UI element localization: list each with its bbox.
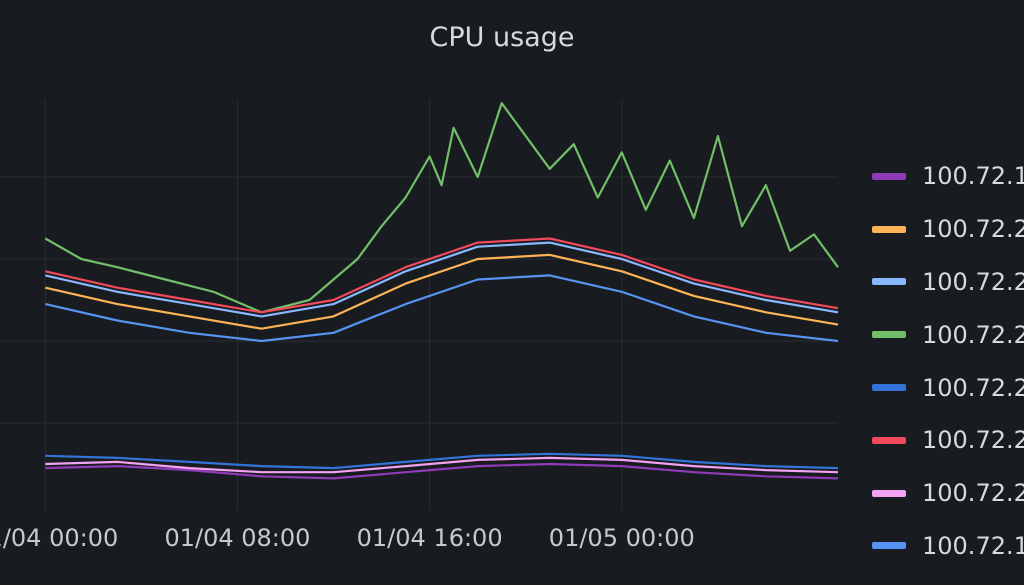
legend-swatch bbox=[872, 436, 906, 444]
series-line-4 bbox=[44, 102, 839, 314]
legend-label: 100.72.2 bbox=[922, 479, 1024, 508]
legend-label: 100.72.1 bbox=[922, 531, 1024, 560]
x-tick-label: 01/04 00:00 bbox=[0, 524, 118, 552]
x-axis-ticks: 01/04 00:00 01/04 08:00 01/04 16:00 01/05 0… bbox=[0, 524, 695, 552]
legend-label: 100.72.2 bbox=[922, 320, 1024, 349]
series-line-5 bbox=[45, 452, 839, 470]
series-line-2 bbox=[45, 253, 839, 330]
x-tick-label: 01/05 00:00 bbox=[549, 524, 695, 552]
legend-label: 100.72.2 bbox=[922, 373, 1024, 402]
legend-item[interactable]: 100.72.2 bbox=[872, 203, 1024, 256]
legend-swatch bbox=[872, 278, 906, 286]
series-line-1 bbox=[45, 462, 839, 480]
legend-item[interactable]: 100.72.2 bbox=[872, 308, 1024, 361]
series-line-6 bbox=[45, 237, 839, 314]
legend-item[interactable]: 100.72.2 bbox=[872, 256, 1024, 309]
legend-item[interactable]: 100.72.1 bbox=[872, 520, 1024, 573]
legend-swatch bbox=[872, 225, 906, 233]
legend-swatch bbox=[872, 172, 906, 180]
x-tick-label: 01/04 16:00 bbox=[357, 524, 503, 552]
legend-item[interactable]: 100.72.2 bbox=[872, 467, 1024, 520]
legend-swatch bbox=[872, 384, 906, 392]
legend-swatch bbox=[872, 542, 906, 550]
legend-label: 100.72.2 bbox=[922, 426, 1024, 455]
legend: 100.72.1 100.72.2 100.72.2 100.72.2 100.72.2… bbox=[872, 150, 1024, 572]
legend-item[interactable]: 100.72.2 bbox=[872, 361, 1024, 414]
legend-label: 100.72.1 bbox=[922, 162, 1024, 191]
x-tick-label: 01/04 08:00 bbox=[164, 524, 310, 552]
grid-lines bbox=[0, 100, 838, 510]
legend-swatch bbox=[872, 489, 906, 497]
series-line-7 bbox=[45, 456, 839, 474]
series-line-8 bbox=[45, 274, 839, 343]
series-line-3 bbox=[45, 241, 839, 318]
series-lines bbox=[44, 102, 839, 480]
panel-title: CPU usage bbox=[429, 22, 575, 53]
legend-swatch bbox=[872, 331, 906, 339]
legend-item[interactable]: 100.72.2 bbox=[872, 414, 1024, 467]
legend-item[interactable]: 100.72.1 bbox=[872, 150, 1024, 203]
legend-label: 100.72.2 bbox=[922, 215, 1024, 244]
legend-label: 100.72.2 bbox=[922, 267, 1024, 296]
